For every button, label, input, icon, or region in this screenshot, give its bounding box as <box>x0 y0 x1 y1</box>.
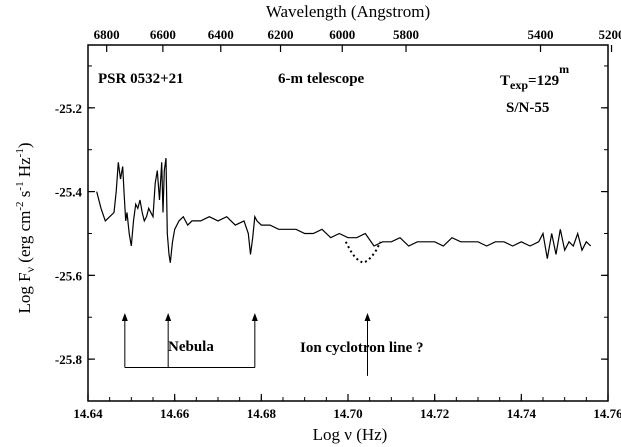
arrow-head <box>364 313 371 322</box>
cyclotron-label: Ion cyclotron line ? <box>300 340 423 356</box>
top-tick-label: 6600 <box>150 27 176 42</box>
top-tick-label: 5200 <box>599 27 621 42</box>
y-axis-ticks: -25.2 -25.4 -25.6 -25.8 <box>55 65 608 402</box>
top-tick-label: 6400 <box>208 27 234 42</box>
top-tick-label: 6800 <box>94 27 120 42</box>
y-tick-label: -25.4 <box>55 185 83 200</box>
x-axis-ticks: 14.64 14.66 14.68 14.70 14.72 14.74 14.76 <box>73 394 621 421</box>
annotation-arrows <box>121 313 371 376</box>
object-label: PSR 0532+21 <box>98 71 184 87</box>
flux-spectrum-line <box>96 158 592 263</box>
top-axis-title: Wavelength (Angstrom) <box>266 2 430 21</box>
top-tick-label: 5400 <box>528 27 554 42</box>
top-tick-label: 6000 <box>329 27 355 42</box>
exposure-label: Texp=129m <box>500 62 569 92</box>
y-axis-title: Log Fν (erg cm-2 s-1 Hz-1) <box>14 142 37 313</box>
x-tick-label: 14.66 <box>160 406 190 421</box>
y-tick-label: -25.8 <box>55 352 83 367</box>
x-tick-label: 14.76 <box>593 406 621 421</box>
arrow-head <box>251 313 258 322</box>
top-tick-label: 6200 <box>268 27 294 42</box>
top-axis-ticks: 6800 6600 6400 6200 6000 5800 5400 5200 <box>94 27 621 52</box>
arrow-head <box>121 313 128 322</box>
x-tick-label: 14.68 <box>247 406 277 421</box>
telescope-label: 6-m telescope <box>278 71 365 87</box>
x-tick-label: 14.70 <box>333 406 362 421</box>
nebula-label: Nebula <box>168 339 214 355</box>
x-tick-label: 14.74 <box>507 406 537 421</box>
top-tick-label: 5800 <box>393 27 419 42</box>
snr-label: S/N-55 <box>506 100 549 116</box>
y-tick-label: -25.6 <box>55 268 83 283</box>
arrow-head <box>165 313 172 322</box>
x-axis-title: Log ν (Hz) <box>313 425 388 444</box>
y-tick-label: -25.2 <box>55 101 82 116</box>
x-tick-label: 14.72 <box>420 406 449 421</box>
x-tick-label: 14.64 <box>73 406 103 421</box>
